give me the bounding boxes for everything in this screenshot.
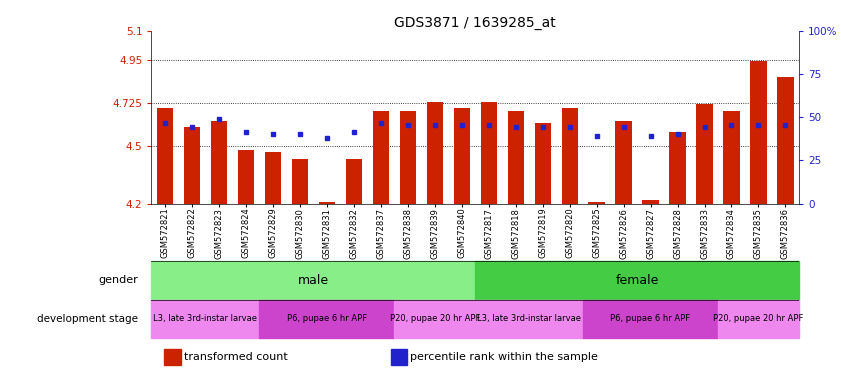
Text: gender: gender	[98, 275, 138, 285]
Bar	[583, 300, 718, 338]
Bar	[259, 300, 394, 338]
Text: P6, pupae 6 hr APF: P6, pupae 6 hr APF	[287, 314, 367, 323]
Bar	[723, 111, 739, 204]
Text: P20, pupae 20 hr APF: P20, pupae 20 hr APF	[713, 314, 804, 323]
Bar	[669, 132, 685, 204]
Bar	[589, 202, 605, 204]
Bar	[426, 102, 442, 204]
Bar	[391, 349, 407, 365]
Text: P6, pupae 6 hr APF: P6, pupae 6 hr APF	[611, 314, 690, 323]
Title: GDS3871 / 1639285_at: GDS3871 / 1639285_at	[394, 16, 556, 30]
Text: transformed count: transformed count	[183, 352, 288, 362]
Bar	[616, 121, 632, 204]
Bar	[480, 102, 497, 204]
Text: male: male	[298, 274, 329, 287]
Bar	[562, 108, 578, 204]
Bar	[399, 111, 415, 204]
Bar	[292, 159, 308, 204]
Text: P20, pupae 20 hr APF: P20, pupae 20 hr APF	[389, 314, 480, 323]
Bar	[507, 111, 524, 204]
Bar	[211, 121, 227, 204]
Bar	[265, 152, 281, 204]
Bar	[151, 300, 259, 338]
Bar	[777, 77, 794, 204]
Bar	[319, 202, 335, 204]
Bar	[643, 200, 659, 204]
Text: female: female	[616, 274, 659, 287]
Bar	[373, 111, 389, 204]
Bar	[453, 108, 470, 204]
Bar	[750, 61, 766, 204]
Bar	[475, 300, 583, 338]
Text: L3, late 3rd-instar larvae: L3, late 3rd-instar larvae	[153, 314, 257, 323]
Bar	[696, 104, 712, 204]
Bar	[238, 150, 254, 204]
Bar	[535, 123, 551, 204]
Bar	[394, 300, 475, 338]
Bar	[151, 261, 475, 300]
Text: percentile rank within the sample: percentile rank within the sample	[410, 352, 598, 362]
Text: development stage: development stage	[37, 314, 138, 324]
Text: L3, late 3rd-instar larvae: L3, late 3rd-instar larvae	[477, 314, 581, 323]
Bar	[718, 300, 799, 338]
Bar	[164, 349, 181, 365]
Bar	[346, 159, 362, 204]
Bar	[475, 261, 799, 300]
Bar	[156, 108, 173, 204]
Bar	[183, 127, 200, 204]
